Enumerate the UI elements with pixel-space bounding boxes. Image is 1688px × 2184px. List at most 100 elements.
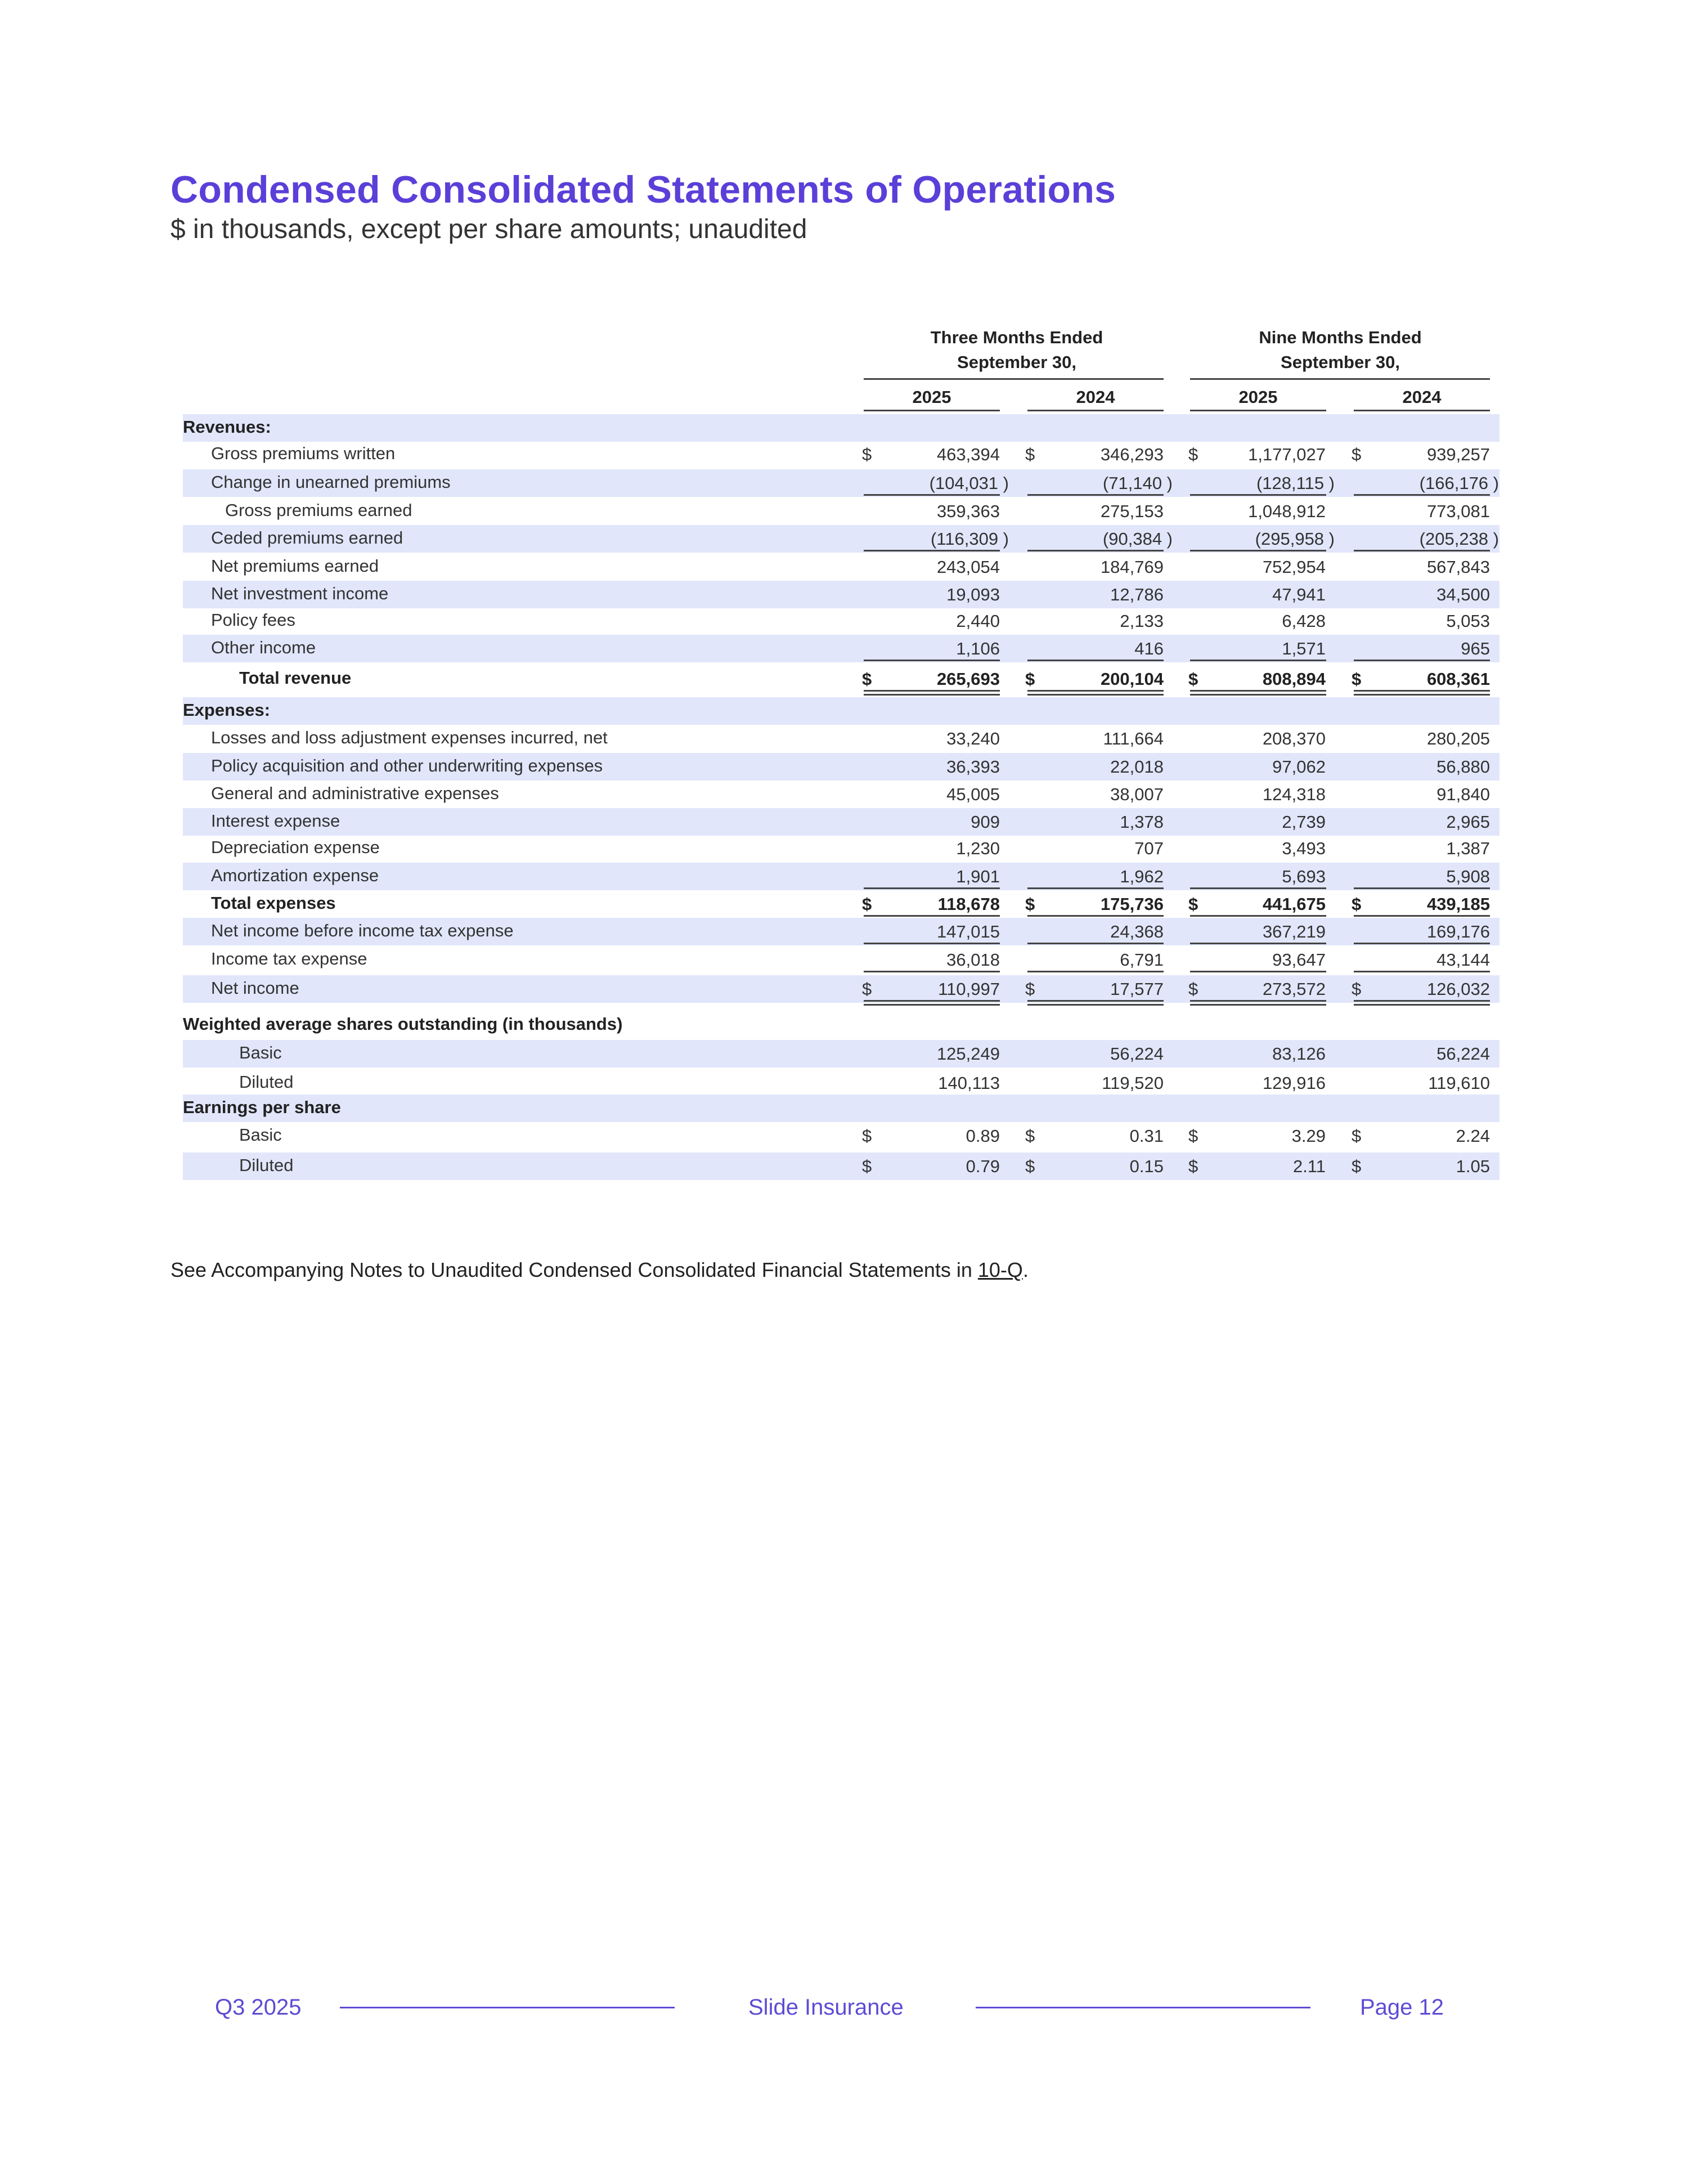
cell-value: 111,664 — [1103, 729, 1164, 748]
10q-link[interactable]: 10-Q — [977, 1258, 1023, 1281]
underline — [1190, 690, 1326, 692]
row-label: Policy acquisition and other underwritin… — [211, 756, 603, 775]
row-band — [183, 753, 1500, 781]
row-label: Net income before income tax expense — [211, 921, 514, 940]
row-band — [183, 1095, 1500, 1122]
cell-value: 567,843 — [1426, 557, 1490, 577]
cell-value: 1,106 — [956, 639, 1000, 658]
underline — [1190, 915, 1326, 917]
currency-symbol: $ — [1352, 894, 1362, 914]
cell-value: 124,318 — [1262, 784, 1326, 804]
cell-value: 22,018 — [1110, 757, 1164, 777]
year-header: 2025 — [912, 387, 951, 407]
currency-symbol: $ — [1188, 445, 1198, 464]
cell-value: 56,880 — [1436, 757, 1490, 777]
currency-symbol: $ — [1352, 979, 1362, 999]
cell-value: 0.79 — [966, 1156, 1000, 1176]
cell-value: 118,678 — [937, 894, 1000, 914]
footer-company: Slide Insurance — [748, 1995, 904, 2020]
cell-value: 17,577 — [1110, 979, 1164, 999]
cell-value: 200,104 — [1100, 669, 1164, 689]
row-label: Gross premiums written — [211, 443, 396, 463]
cell-value: 707 — [1134, 838, 1164, 858]
currency-symbol: $ — [1025, 894, 1035, 914]
cell-value: 273,572 — [1262, 979, 1326, 999]
row-label: Basic — [239, 1125, 282, 1145]
footer-divider — [340, 2007, 675, 2008]
underline — [1190, 943, 1326, 944]
row-label: Change in unearned premiums — [211, 472, 451, 492]
row-band — [183, 863, 1500, 890]
cell-value: (104,031 ) — [929, 473, 1009, 493]
currency-symbol: $ — [1188, 979, 1198, 999]
currency-symbol: $ — [1025, 445, 1035, 464]
page-subtitle: $ in thousands, except per share amounts… — [170, 214, 807, 244]
cell-value: 2.11 — [1292, 1156, 1326, 1176]
row-label: Basic — [239, 1043, 282, 1062]
footer-period: Q3 2025 — [215, 1995, 302, 2020]
row-band — [183, 697, 1500, 725]
underline — [1190, 1000, 1326, 1002]
cell-value: 119,610 — [1428, 1073, 1490, 1093]
underline — [864, 971, 1000, 972]
row-band — [183, 469, 1500, 497]
cell-value: 280,205 — [1426, 729, 1490, 748]
cell-value: 2,739 — [1282, 812, 1326, 832]
row-band — [183, 808, 1500, 836]
year-rule — [1354, 410, 1490, 411]
row-label: Total expenses — [211, 893, 336, 913]
cell-value: 36,018 — [946, 950, 1000, 970]
cell-value: 24,368 — [1110, 922, 1164, 941]
group-header-rule — [864, 378, 1164, 380]
row-label: Depreciation expense — [211, 837, 380, 857]
cell-value: 773,081 — [1426, 501, 1490, 521]
footnote-end: . — [1022, 1258, 1029, 1281]
cell-value: 346,293 — [1100, 445, 1164, 464]
cell-value: 367,219 — [1262, 922, 1326, 941]
row-label: Diluted — [239, 1155, 294, 1175]
cell-value: 169,176 — [1426, 922, 1490, 941]
currency-symbol: $ — [1188, 1126, 1198, 1146]
cell-value: 12,786 — [1110, 585, 1164, 604]
cell-value: 752,954 — [1262, 557, 1326, 577]
underline — [1027, 971, 1164, 972]
underline — [1027, 690, 1164, 692]
section-header: Revenues: — [183, 417, 271, 437]
cell-value: 3.29 — [1291, 1126, 1326, 1146]
row-band — [183, 975, 1500, 1003]
cell-value: 275,153 — [1100, 501, 1164, 521]
year-header: 2024 — [1402, 387, 1442, 407]
footnote-text: See Accompanying Notes to Unaudited Cond… — [170, 1258, 978, 1281]
cell-value: 939,257 — [1426, 445, 1490, 464]
currency-symbol: $ — [1352, 1126, 1362, 1146]
cell-value: 83,126 — [1272, 1044, 1326, 1064]
group-header-nine-months: Nine Months Ended September 30, — [1188, 325, 1492, 375]
underline — [864, 1000, 1000, 1002]
cell-value: (116,309 ) — [930, 529, 1009, 549]
cell-value: (128,115 ) — [1256, 473, 1335, 493]
cell-value: 1,177,027 — [1248, 445, 1326, 464]
cell-value: 808,894 — [1262, 669, 1326, 689]
year-header: 2024 — [1076, 387, 1115, 407]
cell-value: 608,361 — [1426, 669, 1490, 689]
cell-value: 56,224 — [1436, 1044, 1490, 1064]
cell-value: 5,053 — [1446, 611, 1490, 631]
double-underline — [1190, 694, 1326, 696]
row-label: Other income — [211, 638, 316, 657]
cell-value: 126,032 — [1426, 979, 1490, 999]
cell-value: 93,647 — [1272, 950, 1326, 970]
page-title: Condensed Consolidated Statements of Ope… — [170, 168, 1116, 211]
double-underline — [864, 694, 1000, 696]
cell-value: 140,113 — [938, 1073, 1000, 1093]
underline — [1027, 550, 1164, 551]
section-header: Expenses: — [183, 700, 271, 720]
cell-value: 208,370 — [1262, 729, 1326, 748]
currency-symbol: $ — [1025, 1126, 1035, 1146]
cell-value: 441,675 — [1262, 894, 1326, 914]
underline — [1027, 660, 1164, 661]
cell-value: 965 — [1461, 639, 1490, 658]
group-header-line2: September 30, — [1281, 352, 1400, 372]
row-label: Net income — [211, 978, 299, 998]
cell-value: 3,493 — [1282, 838, 1326, 858]
cell-value: 43,144 — [1436, 950, 1490, 970]
